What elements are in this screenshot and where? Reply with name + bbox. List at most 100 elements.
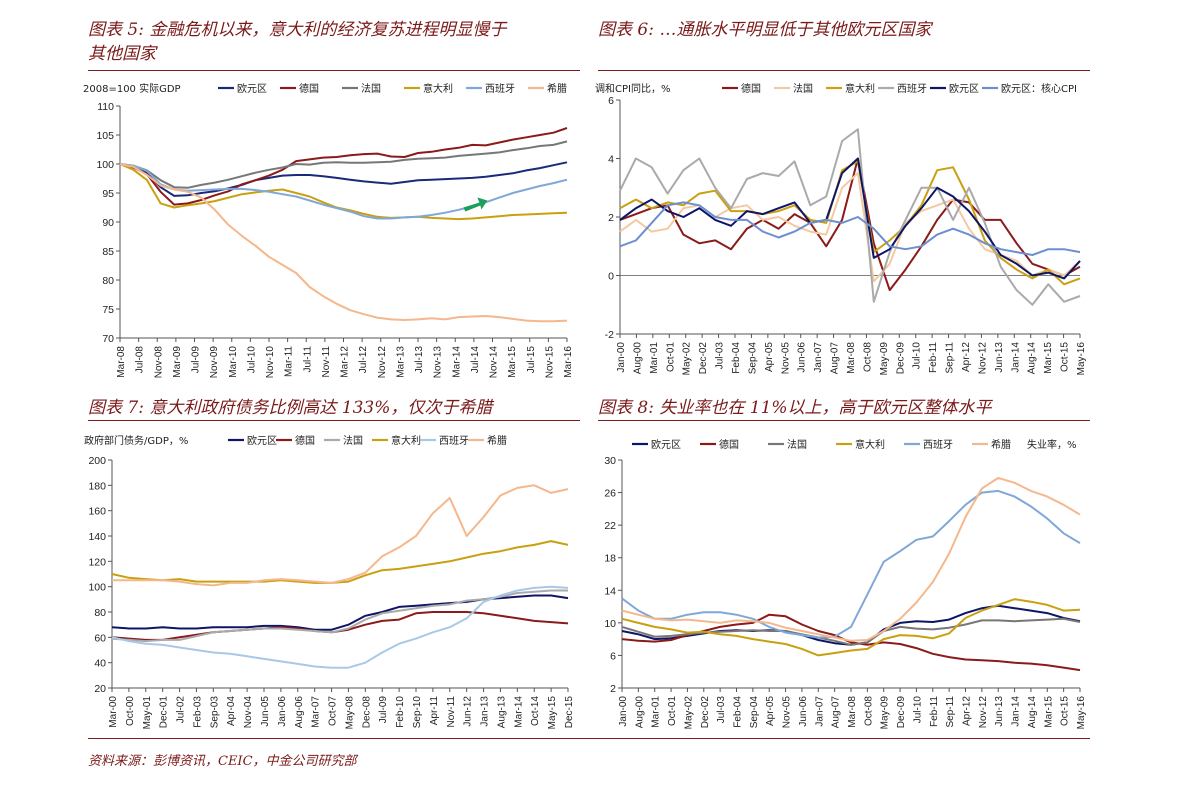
legend-label: 欧元区：核心CPI bbox=[1001, 82, 1077, 95]
x-tick-label: Jun-13 bbox=[994, 696, 1005, 727]
x-tick-label: Nov-09 bbox=[209, 346, 220, 379]
chart7-title-rule bbox=[88, 420, 580, 421]
x-tick-label: Mar-01 bbox=[651, 696, 662, 728]
x-tick-label: Apr-05 bbox=[764, 342, 775, 372]
x-tick-label: Aug-00 bbox=[634, 696, 645, 729]
x-tick-label: Jul-15 bbox=[526, 346, 537, 374]
chart8-unemployment: 2 6 10 14 18 22 26 30 Jan-00 Aug-00 Mar-01 Oct-01 Ma… bbox=[590, 426, 1095, 736]
x-tick-label: Mar-16 bbox=[563, 346, 574, 378]
x-tick-label: Nov-04 bbox=[243, 696, 254, 729]
y-tick-label: 18 bbox=[604, 553, 616, 565]
chart5-title: 图表 5: 金融危机以来，意大利的经济复苏进程明显慢于 其他国家 bbox=[88, 20, 507, 64]
series-line-5 bbox=[621, 476, 1081, 642]
legend-label: 法国 bbox=[793, 82, 813, 95]
y-tick-label: 110 bbox=[97, 101, 114, 113]
chart6-title: 图表 6: …通胀水平明显低于其他欧元区国家 bbox=[598, 20, 932, 40]
legend-label: 德国 bbox=[295, 434, 315, 447]
x-tick-label: May-09 bbox=[879, 342, 890, 376]
chart7-title: 图表 7: 意大利政府债务比例高达 133%，仅次于希腊 bbox=[88, 398, 493, 418]
legend-label: 希腊 bbox=[991, 438, 1011, 451]
legend-label: 意大利 bbox=[845, 82, 875, 95]
chart5-svg: 70 75 80 85 90 95 100 105 110 Mar-08 Jul-08 Nov-08 M… bbox=[83, 82, 574, 379]
x-tick-label: Jul-09 bbox=[378, 696, 389, 724]
x-tick-label: Aug-14 bbox=[1027, 696, 1038, 729]
y-tick-label: 80 bbox=[102, 275, 114, 287]
x-tick-label: Apr-11 bbox=[429, 696, 440, 726]
x-tick-label: Mar-01 bbox=[649, 342, 660, 374]
y-tick-label: 120 bbox=[88, 556, 106, 568]
legend-label: 西班牙 bbox=[485, 83, 515, 95]
x-tick-label: Jul-10 bbox=[912, 342, 923, 370]
x-tick-label: Jul-08 bbox=[135, 346, 146, 374]
x-tick-label: Jan-06 bbox=[277, 696, 288, 727]
y-tick-label: 2 bbox=[610, 683, 616, 695]
x-tick-label: Nov-12 bbox=[978, 696, 989, 729]
x-tick-label: Jun-12 bbox=[463, 696, 474, 727]
x-tick-label: Jul-03 bbox=[715, 342, 726, 370]
x-tick-label: Mar-15 bbox=[507, 346, 518, 378]
x-tick-label: May-01 bbox=[142, 696, 153, 730]
x-tick-label: Nov-10 bbox=[265, 346, 276, 379]
x-tick-label: Jul-13 bbox=[414, 346, 425, 374]
series-line-0 bbox=[619, 157, 1081, 292]
legend-label: 德国 bbox=[719, 438, 739, 451]
y-tick-label: 160 bbox=[88, 506, 106, 518]
legend-label: 欧元区 bbox=[237, 83, 267, 95]
x-tick-label: Sep-04 bbox=[747, 342, 758, 375]
x-tick-label: Jan-07 bbox=[813, 342, 824, 373]
x-tick-label: Nov-12 bbox=[377, 346, 388, 379]
trend-arrow-icon bbox=[463, 197, 488, 212]
x-tick-label: Dec-08 bbox=[361, 696, 372, 729]
x-tick-label: Sep-11 bbox=[945, 342, 956, 374]
x-tick-label: Nov-15 bbox=[544, 346, 555, 379]
x-tick-label: Aug-14 bbox=[1027, 342, 1038, 375]
x-tick-label: Jun-13 bbox=[994, 342, 1005, 373]
chart6-title-rule bbox=[598, 70, 1090, 71]
x-tick-label: Oct-00 bbox=[125, 696, 136, 726]
x-tick-label: Nov-05 bbox=[782, 696, 793, 729]
x-tick-label: Jan-14 bbox=[1011, 696, 1022, 727]
x-tick-label: Jul-10 bbox=[246, 346, 257, 374]
y-tick-label: 60 bbox=[94, 632, 106, 644]
legend-label: 欧元区 bbox=[247, 435, 277, 447]
series-line-3 bbox=[619, 128, 1081, 306]
chart7-debt: 20 40 60 80 100 120 140 160 180 200 Mar-00 Oct-00 Ma… bbox=[80, 426, 585, 736]
x-tick-label: Oct-15 bbox=[1060, 696, 1071, 726]
y-tick-label: 75 bbox=[102, 304, 114, 316]
x-tick-label: Jun-06 bbox=[798, 696, 809, 727]
x-tick-label: Oct-08 bbox=[863, 696, 874, 726]
legend-label: 西班牙 bbox=[897, 83, 927, 95]
chart8-title: 图表 8: 失业率也在 11%以上，高于欧元区整体水平 bbox=[598, 398, 992, 418]
x-tick-label: Feb-04 bbox=[731, 342, 742, 374]
footer-rule bbox=[88, 738, 1090, 739]
y-tick-label: 80 bbox=[94, 607, 106, 619]
series-line-1 bbox=[621, 613, 1081, 672]
x-tick-label: Jan-07 bbox=[814, 696, 825, 727]
y-tick-label: 10 bbox=[604, 618, 616, 630]
y-tick-label: 100 bbox=[96, 159, 114, 171]
x-tick-label: Jul-14 bbox=[470, 346, 481, 374]
y-tick-label: 20 bbox=[94, 683, 106, 695]
x-tick-label: Mar-10 bbox=[228, 346, 239, 378]
x-tick-label: Mar-13 bbox=[395, 346, 406, 378]
series-line-2 bbox=[119, 140, 568, 189]
x-tick-label: Oct-01 bbox=[665, 342, 676, 372]
x-tick-label: Aug-06 bbox=[294, 696, 305, 729]
x-tick-label: Dec-09 bbox=[895, 342, 906, 375]
x-tick-label: Feb-04 bbox=[733, 696, 744, 728]
y-tick-label: 14 bbox=[604, 585, 616, 597]
chart8-title-rule bbox=[598, 420, 1090, 421]
series-line-3 bbox=[111, 540, 569, 584]
x-tick-label: May-02 bbox=[683, 696, 694, 730]
y-tick-label: 85 bbox=[102, 246, 114, 258]
chart6-cpi: -2 0 2 4 6 Jan-00 Aug-00 Mar-01 Oct-01 May-02 Dec-… bbox=[590, 74, 1095, 392]
series-line-4 bbox=[619, 157, 1081, 280]
x-tick-label: Jul-10 bbox=[912, 696, 923, 724]
x-tick-label: Jul-12 bbox=[358, 346, 369, 374]
chart-unit-label: 调和CPI同比，% bbox=[595, 83, 670, 95]
x-tick-label: Mar-14 bbox=[513, 696, 524, 728]
legend-label: 欧元区 bbox=[949, 83, 979, 95]
x-tick-label: Aug-07 bbox=[830, 342, 841, 375]
x-tick-label: Aug-07 bbox=[831, 696, 842, 729]
x-tick-label: Nov-05 bbox=[780, 342, 791, 375]
